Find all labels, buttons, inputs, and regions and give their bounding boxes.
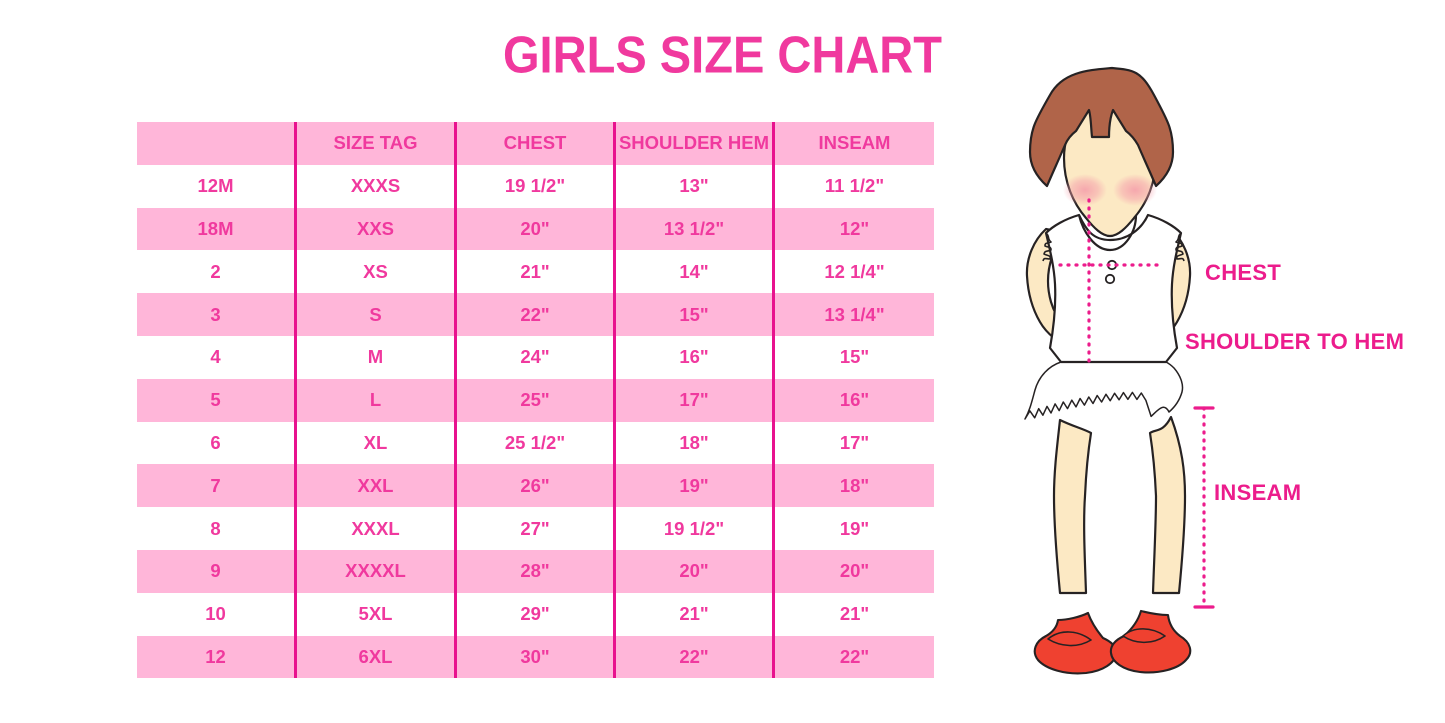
svg-text:SHOULDER TO HEM: SHOULDER TO HEM [1185,329,1404,354]
svg-text:CHEST: CHEST [1205,260,1281,285]
svg-text:INSEAM: INSEAM [1214,480,1301,505]
